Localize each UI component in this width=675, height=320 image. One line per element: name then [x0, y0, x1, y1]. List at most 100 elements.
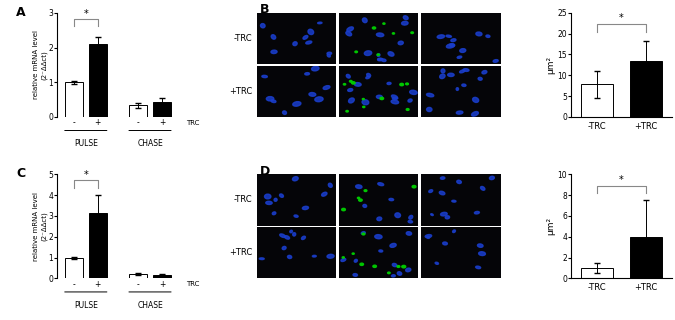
- Ellipse shape: [389, 198, 394, 201]
- Ellipse shape: [452, 200, 456, 202]
- Y-axis label: -TRC: -TRC: [234, 196, 252, 204]
- Ellipse shape: [305, 73, 309, 75]
- Ellipse shape: [282, 246, 286, 250]
- Ellipse shape: [378, 58, 383, 61]
- Bar: [88, 213, 107, 278]
- Ellipse shape: [392, 275, 396, 277]
- Ellipse shape: [346, 74, 350, 78]
- Ellipse shape: [388, 52, 394, 56]
- Ellipse shape: [356, 185, 362, 188]
- Ellipse shape: [309, 92, 316, 96]
- Ellipse shape: [271, 50, 277, 53]
- Circle shape: [411, 32, 414, 34]
- Ellipse shape: [408, 99, 412, 102]
- Ellipse shape: [348, 98, 354, 103]
- Y-axis label: μm²: μm²: [546, 217, 555, 236]
- Ellipse shape: [429, 190, 433, 193]
- Ellipse shape: [271, 100, 276, 102]
- Text: *: *: [619, 175, 624, 185]
- Ellipse shape: [262, 75, 267, 78]
- Ellipse shape: [439, 74, 445, 79]
- Circle shape: [362, 233, 365, 235]
- Text: TRC: TRC: [186, 281, 199, 287]
- Ellipse shape: [302, 206, 308, 210]
- Ellipse shape: [392, 97, 398, 100]
- Ellipse shape: [302, 236, 306, 239]
- Bar: [630, 61, 662, 117]
- Bar: [65, 82, 83, 117]
- Ellipse shape: [446, 35, 452, 37]
- Circle shape: [406, 83, 408, 85]
- Text: A: A: [16, 5, 26, 19]
- Ellipse shape: [403, 16, 408, 20]
- Circle shape: [342, 208, 346, 211]
- Bar: [129, 274, 147, 278]
- Circle shape: [362, 99, 364, 100]
- Ellipse shape: [451, 39, 456, 42]
- Y-axis label: +TRC: +TRC: [230, 248, 252, 257]
- Ellipse shape: [408, 220, 412, 223]
- Ellipse shape: [446, 216, 450, 219]
- Circle shape: [346, 110, 348, 112]
- Ellipse shape: [271, 35, 275, 39]
- Ellipse shape: [472, 112, 479, 116]
- Ellipse shape: [361, 232, 365, 234]
- Ellipse shape: [476, 266, 481, 269]
- Ellipse shape: [303, 36, 308, 39]
- Ellipse shape: [427, 236, 430, 238]
- Ellipse shape: [362, 18, 367, 23]
- Ellipse shape: [288, 255, 292, 259]
- Ellipse shape: [457, 180, 461, 184]
- Ellipse shape: [406, 268, 411, 272]
- Ellipse shape: [443, 242, 448, 245]
- Ellipse shape: [390, 244, 396, 247]
- Ellipse shape: [327, 254, 334, 258]
- Ellipse shape: [392, 95, 398, 99]
- Ellipse shape: [476, 32, 482, 36]
- Ellipse shape: [486, 35, 490, 37]
- Circle shape: [377, 54, 379, 55]
- Ellipse shape: [294, 215, 298, 217]
- Ellipse shape: [406, 232, 412, 235]
- Ellipse shape: [285, 236, 290, 239]
- Ellipse shape: [377, 217, 381, 221]
- Text: PULSE: PULSE: [74, 139, 98, 148]
- Ellipse shape: [446, 44, 455, 48]
- Bar: [630, 237, 662, 278]
- Ellipse shape: [379, 250, 383, 252]
- Ellipse shape: [362, 100, 369, 105]
- Circle shape: [344, 84, 346, 85]
- Ellipse shape: [435, 262, 439, 264]
- Circle shape: [358, 199, 362, 201]
- Ellipse shape: [346, 31, 352, 36]
- Ellipse shape: [472, 97, 479, 102]
- Ellipse shape: [441, 212, 448, 216]
- Circle shape: [383, 23, 385, 24]
- Ellipse shape: [409, 215, 412, 219]
- Ellipse shape: [313, 255, 316, 257]
- Ellipse shape: [364, 51, 372, 55]
- Text: TRC: TRC: [186, 120, 199, 126]
- Circle shape: [352, 82, 355, 84]
- Ellipse shape: [354, 83, 361, 86]
- Ellipse shape: [448, 73, 454, 76]
- Ellipse shape: [456, 88, 458, 91]
- Text: B: B: [260, 3, 269, 16]
- Ellipse shape: [267, 97, 274, 101]
- Circle shape: [380, 97, 383, 100]
- Ellipse shape: [272, 212, 276, 215]
- Ellipse shape: [392, 263, 397, 267]
- Ellipse shape: [318, 22, 322, 24]
- Circle shape: [387, 272, 390, 274]
- Ellipse shape: [315, 97, 323, 102]
- Ellipse shape: [440, 177, 445, 179]
- Y-axis label: +TRC: +TRC: [230, 87, 252, 96]
- Ellipse shape: [378, 183, 383, 186]
- Ellipse shape: [377, 33, 384, 37]
- Bar: [153, 275, 171, 278]
- Ellipse shape: [293, 233, 296, 236]
- Text: CHASE: CHASE: [137, 139, 163, 148]
- Y-axis label: -TRC: -TRC: [234, 34, 252, 43]
- Ellipse shape: [261, 24, 265, 28]
- Ellipse shape: [475, 212, 479, 214]
